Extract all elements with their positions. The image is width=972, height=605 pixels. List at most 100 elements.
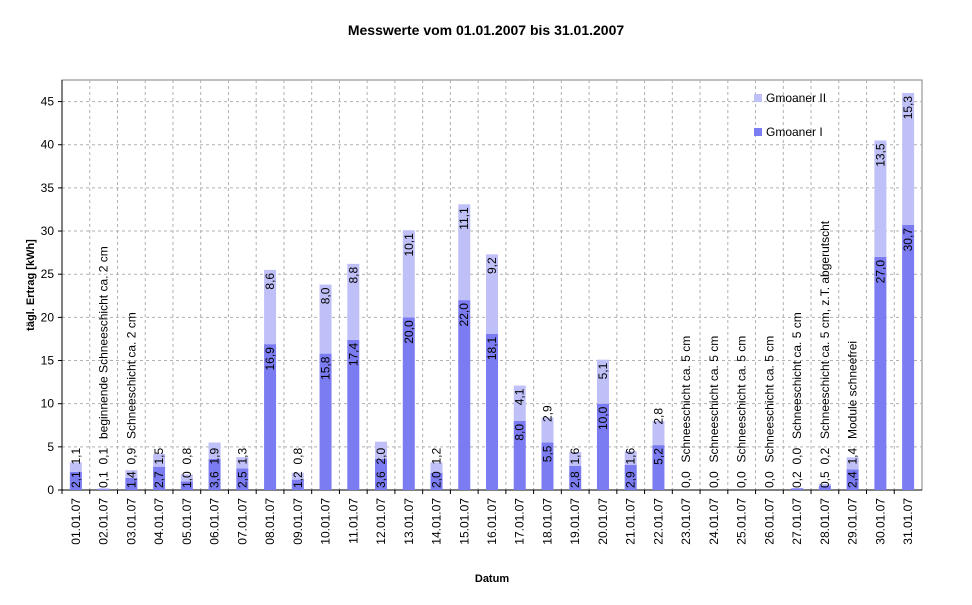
bar-gmoaner-ii bbox=[180, 474, 193, 482]
x-tick-label: 08.01.07 bbox=[263, 498, 277, 545]
x-tick-label: 18.01.07 bbox=[540, 498, 554, 545]
bar-gmoaner-i bbox=[458, 300, 471, 490]
bar-gmoaner-i bbox=[818, 485, 831, 490]
data-label-gmoaner-i: 18,1 bbox=[485, 336, 499, 360]
x-tick-label: 22.01.07 bbox=[651, 498, 665, 545]
bar-gmoaner-i bbox=[541, 442, 554, 490]
data-label-gmoaner-i: 5,2 bbox=[651, 448, 665, 465]
data-label-gmoaner-ii: 1,4 bbox=[846, 447, 860, 464]
annotation-label: beginnende Schneeschicht ca. 2 cm bbox=[97, 246, 111, 439]
bar-gmoaner-ii bbox=[569, 452, 582, 466]
data-label-gmoaner-ii: 2,9 bbox=[540, 405, 554, 422]
y-tick-label: 35 bbox=[41, 181, 55, 195]
x-axis-title: Datum bbox=[475, 573, 509, 585]
data-label-gmoaner-ii: 11,1 bbox=[457, 207, 471, 230]
bar-gmoaner-ii bbox=[846, 457, 859, 470]
bar-gmoaner-ii bbox=[513, 385, 526, 421]
x-tick-label: 05.01.07 bbox=[180, 498, 194, 545]
bar-gmoaner-i bbox=[97, 489, 110, 490]
x-tick-label: 14.01.07 bbox=[430, 498, 444, 545]
bar-gmoaner-i bbox=[236, 468, 249, 490]
legend-label-gmoaner-i: Gmoaner I bbox=[766, 125, 823, 139]
x-tick-label: 19.01.07 bbox=[568, 498, 582, 545]
x-tick-label: 25.01.07 bbox=[735, 498, 749, 545]
data-label-gmoaner-i: 17,4 bbox=[346, 342, 360, 366]
data-label-gmoaner-i: 15,8 bbox=[319, 356, 333, 380]
bar-gmoaner-i bbox=[596, 403, 609, 490]
bar-gmoaner-ii bbox=[458, 204, 471, 301]
x-tick-label: 28.01.07 bbox=[818, 498, 832, 545]
x-tick-label: 26.01.07 bbox=[762, 498, 776, 545]
data-label-gmoaner-i: 2,4 bbox=[846, 471, 860, 488]
legend-swatch-gmoaner-ii bbox=[754, 94, 762, 102]
x-tick-label: 10.01.07 bbox=[319, 498, 333, 545]
annotation-label: Schneeschicht ca. 2 cm bbox=[124, 312, 138, 439]
data-label-gmoaner-ii: 1,6 bbox=[568, 447, 582, 464]
x-tick-label: 01.01.07 bbox=[69, 498, 83, 545]
data-label-gmoaner-ii: 2,0 bbox=[374, 447, 388, 464]
y-tick-label: 45 bbox=[41, 95, 55, 109]
y-tick-label: 5 bbox=[47, 440, 54, 454]
y-tick-label: 10 bbox=[41, 397, 55, 411]
bar-gmoaner-i bbox=[652, 445, 665, 490]
x-tick-label: 23.01.07 bbox=[679, 498, 693, 545]
bar-gmoaner-ii bbox=[319, 284, 332, 354]
bar-gmoaner-i bbox=[180, 481, 193, 490]
data-label-gmoaner-i: 3,6 bbox=[374, 471, 388, 488]
data-label-gmoaner-i: 0,0 bbox=[707, 471, 721, 488]
bar-gmoaner-i bbox=[874, 256, 887, 490]
bar-gmoaner-i bbox=[69, 471, 82, 490]
data-label-gmoaner-ii: 0,8 bbox=[180, 447, 194, 464]
bar-gmoaner-i bbox=[902, 225, 915, 490]
data-label-gmoaner-i: 0,2 bbox=[790, 471, 804, 488]
data-label-gmoaner-ii: 0,1 bbox=[97, 447, 111, 464]
data-label-gmoaner-i: 20,0 bbox=[402, 320, 416, 344]
bar-gmoaner-ii bbox=[375, 441, 388, 459]
annotation-label: Schneeschicht ca. 5 cm bbox=[790, 312, 804, 439]
bar-gmoaner-i bbox=[347, 339, 360, 490]
data-label-gmoaner-i: 10,0 bbox=[596, 406, 610, 430]
y-tick-label: 20 bbox=[41, 310, 55, 324]
data-label-gmoaner-i: 0,5 bbox=[818, 471, 832, 488]
bar-gmoaner-ii bbox=[430, 462, 443, 473]
bar-gmoaner-ii bbox=[818, 483, 831, 486]
data-label-gmoaner-i: 1,4 bbox=[124, 471, 138, 488]
x-tick-label: 21.01.07 bbox=[624, 498, 638, 545]
data-label-gmoaner-i: 0,0 bbox=[762, 471, 776, 488]
bar-gmoaner-i bbox=[375, 458, 388, 490]
legend-label-gmoaner-ii: Gmoaner II bbox=[766, 91, 826, 105]
data-label-gmoaner-i: 16,9 bbox=[263, 347, 277, 371]
x-tick-label: 04.01.07 bbox=[152, 498, 166, 545]
data-label-gmoaner-ii: 5,1 bbox=[596, 362, 610, 379]
data-label-gmoaner-i: 2,5 bbox=[235, 471, 249, 488]
bar-gmoaner-i bbox=[624, 464, 637, 490]
x-tick-label: 16.01.07 bbox=[485, 498, 499, 545]
x-tick-label: 27.01.07 bbox=[790, 498, 804, 545]
annotation-label: Schneeschicht ca. 5 cm bbox=[735, 336, 749, 463]
bar-gmoaner-i bbox=[486, 333, 498, 490]
data-label-gmoaner-i: 3,6 bbox=[208, 471, 222, 488]
x-tick-label: 12.01.07 bbox=[374, 498, 388, 545]
x-tick-label: 02.01.07 bbox=[97, 498, 111, 545]
data-label-gmoaner-ii: 2,8 bbox=[651, 408, 665, 425]
bar-gmoaner-ii bbox=[291, 472, 304, 480]
data-label-gmoaner-i: 2,8 bbox=[568, 471, 582, 488]
annotation-label: Schneeschicht ca. 5 cm bbox=[762, 336, 776, 463]
x-tick-label: 11.01.07 bbox=[346, 498, 360, 544]
data-label-gmoaner-ii: 1,2 bbox=[430, 447, 444, 464]
data-label-gmoaner-i: 0,0 bbox=[679, 471, 693, 488]
bar-gmoaner-i bbox=[319, 353, 332, 490]
annotation-label: Schneeschicht ca. 5 cm bbox=[707, 336, 721, 463]
x-tick-label: 29.01.07 bbox=[846, 498, 860, 545]
bar-gmoaner-ii bbox=[486, 254, 498, 334]
bar-gmoaner-ii bbox=[208, 442, 221, 459]
x-tick-label: 13.01.07 bbox=[402, 498, 416, 545]
data-label-gmoaner-ii: 8,8 bbox=[346, 267, 360, 284]
data-label-gmoaner-i: 22,0 bbox=[457, 303, 471, 327]
bar-gmoaner-ii bbox=[264, 269, 277, 345]
bar-gmoaner-ii bbox=[902, 92, 915, 226]
x-tick-label: 17.01.07 bbox=[513, 498, 527, 545]
bar-gmoaner-i bbox=[291, 479, 304, 490]
bar-gmoaner-i bbox=[153, 466, 166, 490]
